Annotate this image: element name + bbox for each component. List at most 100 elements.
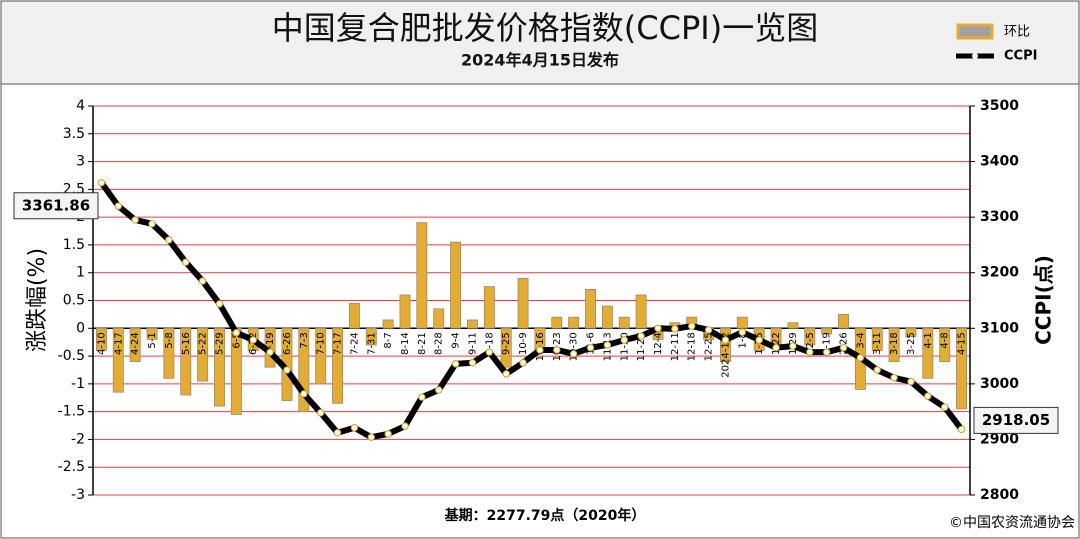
line-point	[924, 392, 932, 400]
x-tick-label: 8-14	[400, 332, 411, 355]
x-tick-label: 9-18	[484, 332, 495, 355]
bar	[787, 322, 799, 329]
line-point	[772, 344, 780, 352]
bar	[483, 286, 495, 329]
bar	[618, 316, 630, 329]
y2-axis-label: CCPI(点)	[1032, 255, 1056, 345]
bar	[719, 327, 731, 363]
line-point	[249, 336, 257, 344]
y-tick-label: -0.5	[58, 348, 85, 364]
x-tick-label: 6-19	[265, 332, 276, 355]
line-point	[755, 336, 763, 344]
line-point	[468, 359, 477, 367]
x-tick-label: 5-8	[164, 332, 175, 348]
bar	[517, 277, 529, 329]
credit: ©中国农资流通协会	[949, 515, 1075, 531]
line-point	[215, 300, 224, 308]
line-point	[114, 202, 122, 210]
line-point	[721, 336, 730, 344]
bar	[736, 316, 748, 329]
x-tick-label: 2-19	[822, 332, 833, 355]
bar	[635, 294, 647, 329]
x-tick-label: 2024-1-2	[720, 332, 731, 377]
callout: 2918.05	[973, 406, 1059, 434]
line-point	[603, 341, 612, 349]
x-tick-label: 7-10	[316, 332, 327, 355]
y2-tick-label: 3300	[980, 209, 1019, 225]
line-point	[165, 236, 173, 244]
x-tick-label: 10-30	[569, 332, 580, 361]
bar	[551, 316, 563, 329]
line-point	[435, 386, 443, 394]
x-tick-label: 11-27	[636, 332, 647, 361]
x-tick-label: 3-18	[889, 332, 900, 355]
line-point	[384, 430, 392, 438]
line-point	[553, 346, 561, 354]
bar	[315, 327, 327, 385]
x-tick-label: 4-15	[957, 332, 968, 355]
y-tick-label: 1	[76, 265, 85, 281]
y2-tick-label: 3200	[980, 265, 1019, 281]
bar	[450, 241, 462, 329]
bar	[332, 327, 344, 404]
line-point	[401, 422, 409, 430]
line-point	[688, 322, 696, 330]
y-tick-label: -1.5	[58, 404, 85, 420]
line-point	[839, 344, 848, 352]
line-point	[418, 393, 426, 401]
line-point	[316, 409, 325, 417]
x-tick-label: 11-20	[619, 332, 630, 361]
line-point	[333, 429, 342, 437]
x-tick-label: 2-5	[805, 332, 816, 348]
line-point	[198, 277, 207, 285]
y2-tick-label: 3100	[980, 320, 1019, 336]
x-tick-label: 9-11	[467, 332, 478, 355]
y2-tick-label: 3500	[980, 98, 1019, 114]
line-point	[148, 220, 156, 228]
line-point	[789, 342, 797, 350]
line-point	[367, 433, 375, 441]
callout-label: 3361.86	[22, 196, 90, 214]
x-tick-label: 1-15	[754, 332, 765, 355]
line-point	[266, 348, 274, 356]
bar	[348, 302, 360, 329]
x-tick-label: 3-4	[855, 332, 866, 348]
line-point	[586, 344, 595, 352]
header	[0, 0, 1080, 85]
y-tick-label: 0	[76, 320, 85, 336]
bar	[804, 327, 816, 346]
x-tick-label: 7-24	[349, 332, 360, 355]
line-point	[856, 354, 865, 362]
bar	[568, 316, 580, 329]
line-point	[569, 350, 578, 358]
bar	[585, 288, 596, 329]
line-point	[300, 390, 308, 398]
line-point	[806, 348, 814, 356]
y-tick-label: 1.5	[63, 237, 85, 253]
line-point	[283, 366, 291, 374]
x-tick-label: 8-28	[434, 332, 445, 355]
y-tick-label: -2	[71, 431, 85, 447]
x-tick-label: 12-18	[687, 332, 698, 361]
callout-box	[973, 406, 1059, 434]
x-tick-label: 8-7	[383, 332, 394, 348]
bar	[871, 327, 883, 351]
y-axis-label: 涨跌幅(%)	[25, 248, 50, 352]
x-tick-label: 3-25	[906, 332, 917, 355]
line-point	[822, 348, 831, 356]
bar	[180, 327, 192, 396]
legend-label: CCPI	[1004, 49, 1037, 64]
bar	[146, 327, 158, 340]
x-tick-label: 4-17	[113, 332, 124, 355]
callout-box	[13, 192, 99, 220]
line-point	[637, 332, 645, 340]
bar	[365, 327, 377, 346]
bar	[821, 327, 833, 335]
bar	[601, 305, 613, 329]
x-tick-label: 1-8	[737, 332, 748, 348]
line-point	[654, 324, 662, 332]
line-point	[97, 179, 106, 187]
x-tick-label: 12-11	[670, 332, 681, 361]
line-point	[890, 374, 898, 382]
